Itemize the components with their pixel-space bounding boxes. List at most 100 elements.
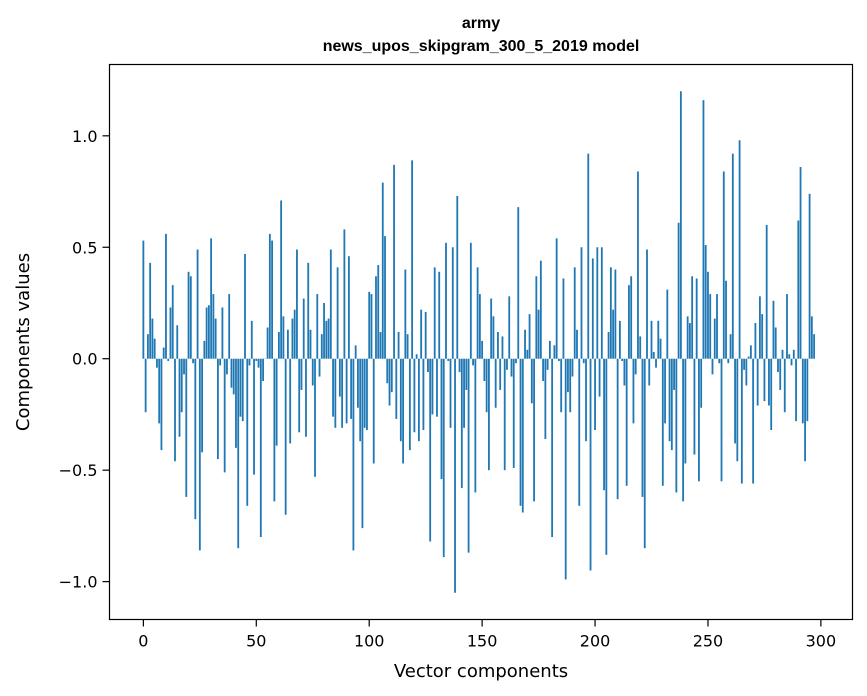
bar-57 xyxy=(271,240,274,359)
bar-187 xyxy=(564,358,567,580)
bar-203 xyxy=(600,247,603,359)
bar-277 xyxy=(768,358,770,406)
bar-211 xyxy=(618,320,621,359)
bar-172 xyxy=(530,358,533,404)
bar-145 xyxy=(469,242,472,359)
bar-260 xyxy=(729,334,732,359)
bar-198 xyxy=(589,358,592,571)
bar-46 xyxy=(246,358,249,506)
axes-group: 0 50 100 150 200 250 300 −1.0 −0.5 0.0 0.5 1.0 xyxy=(59,127,837,651)
bar-188 xyxy=(567,358,569,393)
bar-206 xyxy=(607,331,610,359)
bar-163 xyxy=(510,358,513,377)
bar-123 xyxy=(420,309,423,359)
bar-79 xyxy=(320,334,323,359)
bar-83 xyxy=(329,249,332,359)
bar-132 xyxy=(440,358,443,480)
bar-33 xyxy=(217,358,219,460)
bar-146 xyxy=(472,358,474,366)
bar-287 xyxy=(790,358,793,366)
bar-257 xyxy=(722,171,725,359)
bar-193 xyxy=(578,358,581,506)
bar-200 xyxy=(594,358,596,431)
bar-149 xyxy=(478,294,481,359)
x-tick-label: 200 xyxy=(580,632,611,651)
bar-142 xyxy=(463,358,465,428)
bar-267 xyxy=(745,358,748,386)
chart-subtitle: news_upos_skipgram_300_5_2019 model xyxy=(323,38,640,55)
bar-230 xyxy=(661,358,664,486)
bar-293 xyxy=(804,358,806,462)
bar-9 xyxy=(162,347,165,359)
x-tick-label: 100 xyxy=(354,632,385,651)
bar-225 xyxy=(650,320,653,359)
bar-255 xyxy=(718,358,721,364)
bar-214 xyxy=(625,358,628,486)
bar-154 xyxy=(490,298,493,359)
bar-207 xyxy=(609,267,612,359)
bar-246 xyxy=(698,358,700,482)
bar-199 xyxy=(591,258,594,359)
bar-119 xyxy=(411,160,414,359)
bar-240 xyxy=(684,358,687,464)
bar-201 xyxy=(596,247,599,359)
bar-56 xyxy=(268,233,271,359)
bar-224 xyxy=(648,358,651,386)
bar-222 xyxy=(643,358,646,549)
y-tick-label: 0.0 xyxy=(72,350,97,369)
bar-235 xyxy=(673,358,675,390)
bar-7 xyxy=(158,358,161,424)
bar-236 xyxy=(675,358,678,493)
bar-162 xyxy=(508,296,511,359)
bar-204 xyxy=(603,358,605,491)
bar-78 xyxy=(318,358,321,377)
y-axis-label: Components values xyxy=(13,253,34,431)
bar-97 xyxy=(361,358,364,529)
bar-62 xyxy=(282,316,285,359)
bar-69 xyxy=(298,358,301,433)
bar-49 xyxy=(253,358,255,475)
bar-5 xyxy=(153,338,156,359)
bar-242 xyxy=(688,323,691,359)
bar-232 xyxy=(666,289,669,359)
bar-275 xyxy=(763,358,766,402)
bar-233 xyxy=(668,358,671,442)
bar-16 xyxy=(178,358,181,437)
bar-126 xyxy=(427,358,429,373)
bar-261 xyxy=(731,153,734,359)
bar-103 xyxy=(375,276,377,359)
bar-15 xyxy=(176,325,179,359)
bar-67 xyxy=(293,309,296,359)
bar-282 xyxy=(779,358,782,390)
bar-76 xyxy=(314,358,316,477)
bar-105 xyxy=(379,331,382,359)
bar-70 xyxy=(300,358,303,390)
bar-228 xyxy=(657,320,660,359)
bar-42 xyxy=(237,358,240,549)
bar-174 xyxy=(535,276,538,359)
bar-184 xyxy=(558,358,560,361)
bar-108 xyxy=(386,358,389,384)
bar-22 xyxy=(192,358,194,364)
bar-262 xyxy=(734,358,736,444)
bar-153 xyxy=(488,358,490,471)
bar-65 xyxy=(289,358,292,444)
bar-80 xyxy=(323,302,325,359)
bar-104 xyxy=(377,265,380,359)
bar-24 xyxy=(196,249,199,359)
bar-120 xyxy=(413,358,416,433)
bar-239 xyxy=(682,358,685,502)
bar-91 xyxy=(347,256,350,359)
bar-241 xyxy=(686,316,689,359)
bar-27 xyxy=(203,340,206,359)
bar-272 xyxy=(756,358,759,406)
bar-19 xyxy=(185,358,188,497)
bar-23 xyxy=(194,358,197,520)
bar-32 xyxy=(214,318,217,359)
bar-26 xyxy=(201,358,203,453)
x-tick-label: 150 xyxy=(467,632,498,651)
bar-143 xyxy=(465,358,468,390)
bar-20 xyxy=(187,271,190,359)
bar-30 xyxy=(210,238,213,359)
bar-294 xyxy=(806,358,809,422)
